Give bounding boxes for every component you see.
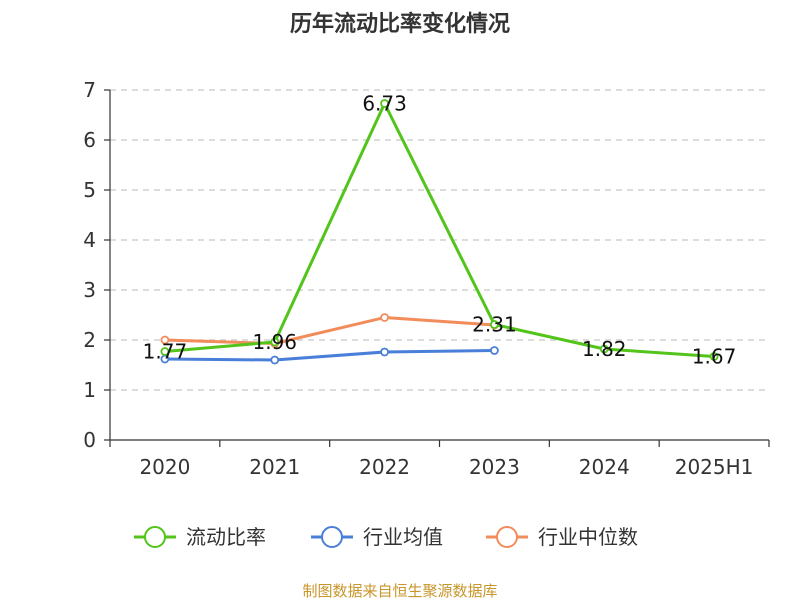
- y-tick-label: 0: [83, 428, 96, 452]
- series-line: [164, 102, 715, 358]
- legend-item-1[interactable]: 行业均值: [311, 525, 443, 549]
- legend-swatch-marker: [496, 526, 518, 548]
- data-point[interactable]: [490, 320, 499, 329]
- data-label: 1.96: [252, 330, 297, 354]
- y-tick-label: 7: [83, 78, 96, 102]
- data-label: 1.82: [582, 337, 627, 361]
- y-tick-label: 4: [83, 228, 96, 252]
- series-line: [164, 316, 495, 345]
- legend-label: 流动比率: [186, 525, 266, 549]
- x-tick-label: 2025H1: [675, 455, 754, 479]
- series-lines: [160, 99, 719, 365]
- data-label: 1.67: [692, 345, 737, 369]
- x-axis: 2020 2021 2022 2023 2024 2025H1: [109, 439, 770, 479]
- x-tick-label: 2024: [579, 455, 630, 479]
- y-axis: 0 1 2 3 4 5 6 7: [83, 78, 111, 452]
- legend-swatch-marker: [144, 526, 166, 548]
- legend: 流动比率 行业均值 行业中位数: [134, 525, 638, 549]
- y-tick-label: 3: [83, 278, 96, 302]
- legend-item-2[interactable]: 行业中位数: [486, 525, 638, 549]
- x-tick-label: 2022: [359, 455, 410, 479]
- data-point[interactable]: [380, 313, 389, 322]
- x-tick-label: 2023: [469, 455, 520, 479]
- data-point[interactable]: [270, 337, 280, 347]
- chart-title: 历年流动比率变化情况: [289, 12, 510, 37]
- y-tick-label: 1: [83, 378, 96, 402]
- data-point[interactable]: [490, 346, 499, 355]
- x-tick-label: 2020: [139, 455, 190, 479]
- data-label: 2.31: [472, 313, 517, 337]
- y-tick-label: 5: [83, 178, 96, 202]
- data-label: 1.77: [143, 340, 188, 364]
- data-labels: 1.77 1.96 6.73 2.31 1.82 1.67: [143, 92, 737, 369]
- series-line: [164, 349, 495, 362]
- series-1: [160, 346, 499, 365]
- data-point[interactable]: [380, 347, 389, 357]
- data-point[interactable]: [599, 344, 609, 354]
- y-tick-label: 6: [83, 128, 96, 152]
- legend-item-0[interactable]: 流动比率: [134, 525, 266, 549]
- data-point[interactable]: [380, 99, 389, 108]
- data-point[interactable]: [270, 355, 280, 365]
- x-tick-label: 2021: [249, 455, 300, 479]
- data-point[interactable]: [709, 352, 719, 361]
- grid-lines: [110, 89, 769, 391]
- series-0: [160, 99, 719, 361]
- legend-label: 行业中位数: [538, 525, 638, 549]
- data-point[interactable]: [160, 335, 170, 345]
- y-tick-label: 2: [83, 328, 96, 352]
- data-label: 6.73: [362, 92, 407, 116]
- series-2: [160, 313, 499, 348]
- source-note: 制图数据来自恒生聚源数据库: [302, 582, 498, 600]
- legend-label: 行业均值: [363, 525, 443, 549]
- legend-swatch-marker: [321, 526, 343, 548]
- data-point[interactable]: [160, 347, 170, 356]
